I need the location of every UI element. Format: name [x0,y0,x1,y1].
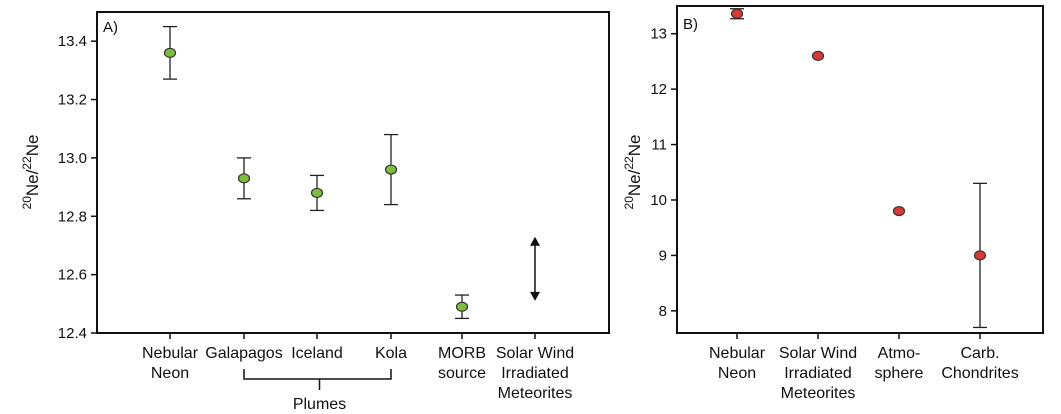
group-bracket-label: Plumes [293,396,346,413]
data-point-a-0 [163,47,177,58]
y-tick-label-a-5: 13.4 [58,33,87,50]
category-label-b-1: Solar Wind Irradiated Meteorites [779,345,857,402]
category-label-line-a-4-0: MORB [438,345,486,362]
category-label-line-a-5-2: Meteorites [498,385,573,402]
y-tick-label-a-4: 13.2 [58,92,87,109]
category-label-line-a-5-0: Solar Wind [496,345,574,362]
data-point-b-0 [730,8,744,19]
category-label-line-a-3-0: Kola [375,345,407,362]
data-point-a-4 [455,301,469,312]
category-label-line-b-1-1: Irradiated [784,365,852,382]
y-axis-label-part-b-2: 22 [622,156,636,170]
y-tick-label-a-3: 13.0 [58,150,87,167]
y-axis-label-part-b-3: Ne [625,135,644,157]
category-label-line-a-2-0: Iceland [291,345,343,362]
plot-frame-b [676,5,1044,334]
y-axis-label-part-b-0: 20 [622,196,636,210]
y-tick-label-b-1: 9 [659,247,667,264]
category-label-a-2: Iceland [291,345,343,362]
category-label-line-b-2-0: Atmo- [878,345,921,362]
data-point-b-1 [811,50,825,61]
y-tick-label-b-4: 12 [650,81,667,98]
category-label-a-5: Solar Wind Irradiated Meteorites [496,345,574,402]
range-arrow-head-bottom [530,291,540,301]
panel-a: A) 12.4 12.6 12.8 13.0 13.2 13.4 20Ne/22Ne Nebul… [20,11,610,413]
data-point-b-2 [892,205,906,217]
category-label-line-a-5-1: Irradiated [501,365,569,382]
category-label-line-a-0-0: Nebular [142,345,199,362]
category-label-b-2: Atmo-sphere [875,345,924,382]
range-arrow-head-top [530,236,540,246]
category-label-a-4: MORB source [438,345,486,382]
category-label-a-1: Galapagos [205,345,282,362]
category-label-a-0: Nebular Neon [142,345,199,382]
category-label-line-a-0-1: Neon [151,365,189,382]
y-tick-label-b-5: 13 [650,26,667,43]
category-label-a-3: Kola [375,345,407,362]
data-point-a-1 [237,173,251,184]
category-label-line-b-2-1: sphere [875,365,924,382]
y-tick-label-b-2: 10 [650,192,667,209]
data-point-a-2 [310,187,324,199]
plot-frame-a [96,11,610,334]
category-label-b-3: Carb. Chondrites [941,345,1018,382]
y-axis-label-part-a-2: 22 [20,156,34,170]
panel-label-b: B) [683,16,698,33]
panel-label-a: A) [103,19,118,36]
category-label-line-b-3-0: Carb. [960,345,999,362]
y-axis-label-part-a-3: Ne [23,135,42,157]
y-axis-label-part-b-1: Ne/ [625,169,644,196]
y-tick-label-b-3: 11 [651,137,667,154]
category-label-line-b-3-1: Chondrites [941,365,1018,382]
category-label-line-a-1-0: Galapagos [205,345,282,362]
category-label-line-b-0-0: Nebular [709,345,766,362]
group-bracket [243,369,392,380]
data-point-a-3 [384,164,398,175]
category-label-b-0: Nebular Neon [709,345,766,382]
category-label-line-b-1-2: Meteorites [781,385,856,402]
y-axis-label-b: 20Ne/22Ne [622,135,644,210]
y-axis-label-a: 20Ne/22Ne [20,135,42,210]
category-label-line-b-1-0: Solar Wind [779,345,857,362]
y-tick-label-a-0: 12.4 [58,325,87,342]
category-label-line-b-0-1: Neon [718,365,756,382]
y-tick-label-b-0: 8 [659,303,667,320]
y-tick-label-a-1: 12.6 [58,267,87,284]
data-point-b-3 [973,250,987,261]
category-label-line-a-4-1: source [438,365,486,382]
y-axis-label-part-a-1: Ne/ [23,169,42,196]
y-axis-label-part-a-0: 20 [20,196,34,210]
y-tick-label-a-2: 12.8 [58,208,87,225]
panel-b: B) 8 9 10 11 12 13 20Ne/22Ne Nebular Neon Solar Wi… [622,5,1044,402]
